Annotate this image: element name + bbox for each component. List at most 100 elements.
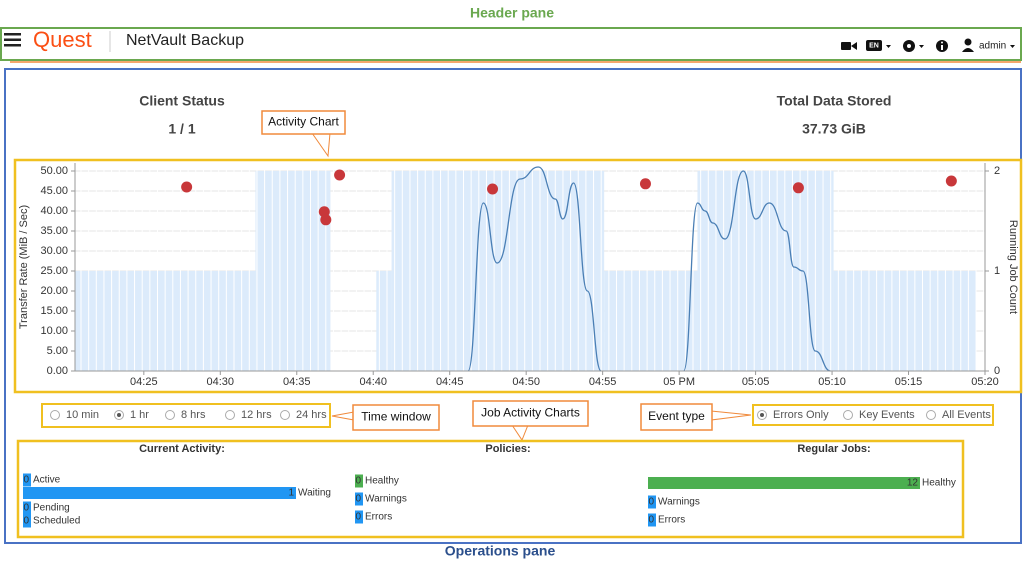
language-menu[interactable]: EN xyxy=(866,40,891,51)
group-title: Current Activity: xyxy=(139,443,225,455)
y-tick-label: 30.00 xyxy=(40,245,68,257)
x-tick-label: 04:30 xyxy=(207,376,235,388)
bar-label: Active xyxy=(33,475,61,486)
y-tick-label: 0.00 xyxy=(47,365,68,377)
y-tick-label: 15.00 xyxy=(40,305,68,317)
y2-tick-label: 2 xyxy=(994,165,1000,177)
bar-label: Pending xyxy=(33,503,70,514)
radio-option[interactable]: All Events xyxy=(926,409,992,421)
radio-label: 1 hr xyxy=(130,409,149,421)
radio-button[interactable] xyxy=(50,410,60,420)
callout: Event type xyxy=(640,403,752,431)
chart-frame xyxy=(13,158,1023,394)
activity-bar[interactable] xyxy=(23,487,296,499)
y-tick-label: 50.00 xyxy=(40,165,68,177)
bar-value: 0 xyxy=(355,494,361,505)
job-count-bar xyxy=(391,171,605,371)
radio-option[interactable]: 10 min xyxy=(50,409,100,421)
radio-label: 24 hrs xyxy=(296,409,327,421)
bar-label: Healthy xyxy=(922,478,956,489)
client-status-value: 1 / 1 xyxy=(168,121,195,137)
callout-text: Time window xyxy=(361,410,431,424)
product-name: NetVault Backup xyxy=(126,32,244,49)
x-tick-label: 05:10 xyxy=(818,376,846,388)
data-stored-label: Total Data Stored xyxy=(777,93,892,109)
x-tick-label: 04:55 xyxy=(589,376,617,388)
x-tick-label: 04:35 xyxy=(283,376,311,388)
job-activity: Current Activity: 0 Active 1 Waiting 0 Pending… xyxy=(23,443,956,528)
activity-bar[interactable] xyxy=(648,477,920,489)
callout-text: Job Activity Charts xyxy=(481,406,580,420)
user-menu[interactable]: admin xyxy=(962,38,1015,53)
activity-bar[interactable] xyxy=(355,474,363,488)
bar-value: 0 xyxy=(355,512,361,523)
radio-button[interactable] xyxy=(165,410,175,420)
activity-bar[interactable] xyxy=(648,513,656,527)
error-event[interactable] xyxy=(639,178,651,190)
radio-label: Key Events xyxy=(859,409,915,421)
y-tick-label: 25.00 xyxy=(40,265,68,277)
bar-value: 0 xyxy=(648,515,654,526)
error-event[interactable] xyxy=(334,169,346,181)
bar-label: Waiting xyxy=(298,488,331,499)
bar-value: 1 xyxy=(288,488,294,499)
controls: 10 min 1 hr 8 hrs 12 hrs 24 hrs Errors Only Ke… xyxy=(50,409,992,421)
transfer-rate-line xyxy=(683,170,831,372)
data-stored-value: 37.73 GiB xyxy=(802,121,866,137)
error-event[interactable] xyxy=(945,175,957,187)
error-event[interactable] xyxy=(181,181,193,193)
radio-option[interactable]: 1 hr xyxy=(114,409,150,421)
radio-button[interactable] xyxy=(926,410,936,420)
video-icon[interactable] xyxy=(841,42,857,50)
event-type-frame xyxy=(752,404,994,426)
logo[interactable]: Quest xyxy=(33,27,92,52)
bar-value: 0 xyxy=(23,503,29,514)
y-tick-label: 10.00 xyxy=(40,325,68,337)
radio-label: 8 hrs xyxy=(181,409,206,421)
radio-button[interactable] xyxy=(843,410,853,420)
callout: Job Activity Charts xyxy=(472,400,589,442)
radio-label: 10 min xyxy=(66,409,99,421)
radio-button[interactable] xyxy=(225,410,235,420)
job-count-bar xyxy=(604,271,698,371)
x-tick-label: 04:45 xyxy=(436,376,464,388)
menu-button[interactable] xyxy=(4,33,21,47)
time-window-frame xyxy=(41,403,331,428)
activity-bar[interactable] xyxy=(23,501,31,515)
y2-tick-label: 0 xyxy=(994,365,1000,377)
activity-bar[interactable] xyxy=(355,492,363,506)
activity-bar[interactable] xyxy=(355,510,363,524)
radio-option[interactable]: 8 hrs xyxy=(165,409,206,421)
radio-label: All Events xyxy=(942,409,991,421)
info-icon[interactable] xyxy=(936,40,948,52)
bar-value: 0 xyxy=(355,476,361,487)
bar-label: Warnings xyxy=(365,494,407,505)
radio-option[interactable]: 12 hrs xyxy=(225,409,273,421)
error-event[interactable] xyxy=(792,182,804,194)
y-tick-label: 5.00 xyxy=(47,345,68,357)
error-event[interactable] xyxy=(487,183,499,195)
job-count-bar xyxy=(255,171,331,371)
settings-menu[interactable] xyxy=(903,40,924,52)
job-count-bar xyxy=(697,171,834,371)
radio-option[interactable]: 24 hrs xyxy=(280,409,328,421)
error-event[interactable] xyxy=(320,214,332,226)
bar-value: 0 xyxy=(23,475,29,486)
header-pane-label: Header pane xyxy=(470,5,554,21)
y-tick-label: 45.00 xyxy=(40,185,68,197)
activity-bar[interactable] xyxy=(648,495,656,509)
radio-option[interactable]: Errors Only xyxy=(757,409,830,421)
activity-bar[interactable] xyxy=(23,514,31,528)
y-tick-label: 40.00 xyxy=(40,205,68,217)
x-tick-label: 05:20 xyxy=(971,376,999,388)
radio-option[interactable]: Key Events xyxy=(843,409,916,421)
activity-bar[interactable] xyxy=(23,473,31,487)
radio-button[interactable] xyxy=(280,410,290,420)
callout-text: Event type xyxy=(648,409,705,423)
radio-label: 12 hrs xyxy=(241,409,272,421)
x-tick-label: 04:50 xyxy=(512,376,540,388)
user-name: admin xyxy=(979,41,1006,52)
radio-dot xyxy=(117,413,121,417)
y2-axis-title: Running Job Count xyxy=(1007,220,1019,314)
